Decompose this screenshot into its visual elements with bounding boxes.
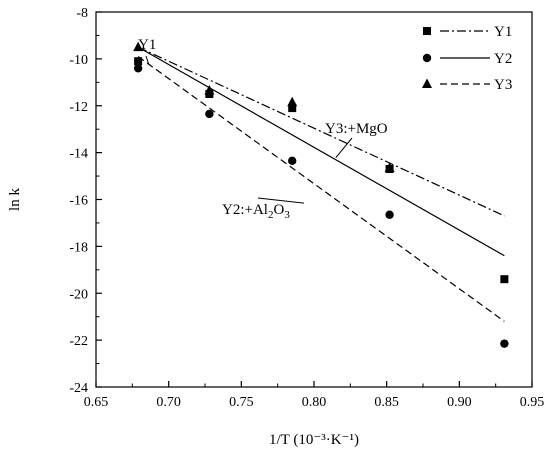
legend-marker-y3 bbox=[422, 78, 432, 88]
legend-marker-y1 bbox=[423, 27, 431, 35]
y-tick-label: -24 bbox=[69, 381, 88, 396]
annotation-y2: Y2:+Al2O3 bbox=[222, 202, 290, 221]
y-tick-label: -10 bbox=[69, 53, 88, 68]
y-tick-label: -12 bbox=[69, 100, 88, 115]
y2-data-point bbox=[500, 339, 509, 348]
y-tick-label: -16 bbox=[69, 194, 88, 209]
y-tick-label: -20 bbox=[69, 287, 88, 302]
legend-label-y1: Y1 bbox=[494, 24, 512, 40]
y3-fit-line bbox=[137, 56, 505, 322]
y2-data-point bbox=[385, 210, 394, 219]
y2-data-point bbox=[288, 156, 297, 166]
y3-data-point bbox=[287, 96, 298, 107]
y2-fit-line bbox=[137, 46, 505, 257]
x-tick-label: 0.65 bbox=[84, 395, 109, 410]
x-tick-label: 0.95 bbox=[520, 395, 545, 410]
x-tick-label: 0.80 bbox=[302, 395, 327, 410]
x-tick-label: 0.75 bbox=[229, 395, 254, 410]
y1-data-point bbox=[134, 57, 143, 66]
x-tick-label: 0.70 bbox=[156, 395, 181, 410]
y2-data-point bbox=[205, 109, 214, 119]
annotation-y2-leader bbox=[257, 197, 305, 204]
annotation-y1: Y1 bbox=[138, 37, 156, 53]
annotation-y3: Y3:+MgO bbox=[325, 121, 388, 137]
y1-data-point bbox=[288, 104, 297, 113]
y1-fit-line bbox=[137, 46, 505, 217]
legend-label-y2: Y2 bbox=[494, 51, 512, 67]
y-tick-label: -8 bbox=[76, 6, 88, 21]
x-axis-title: 1/T (10⁻³·K⁻¹) bbox=[269, 432, 359, 448]
annotation-y3-leader bbox=[335, 137, 353, 158]
x-tick-label: 0.85 bbox=[374, 395, 399, 410]
legend-marker-y2 bbox=[422, 53, 432, 63]
x-tick-label: 0.90 bbox=[447, 395, 472, 410]
y3-data-point bbox=[204, 85, 215, 95]
plot-frame bbox=[95, 11, 533, 388]
y-tick-label: -14 bbox=[69, 147, 88, 162]
y-axis-title: ln k bbox=[7, 188, 23, 211]
y-tick-label: -22 bbox=[69, 334, 88, 349]
y3-data-point bbox=[384, 162, 395, 172]
y-tick-label: -18 bbox=[69, 240, 88, 255]
y2-data-point bbox=[133, 64, 143, 73]
annotation-y1-leader bbox=[145, 55, 150, 66]
y1-data-point bbox=[500, 275, 509, 284]
legend-label-y3: Y3 bbox=[494, 77, 512, 93]
y3-data-point bbox=[133, 41, 144, 52]
